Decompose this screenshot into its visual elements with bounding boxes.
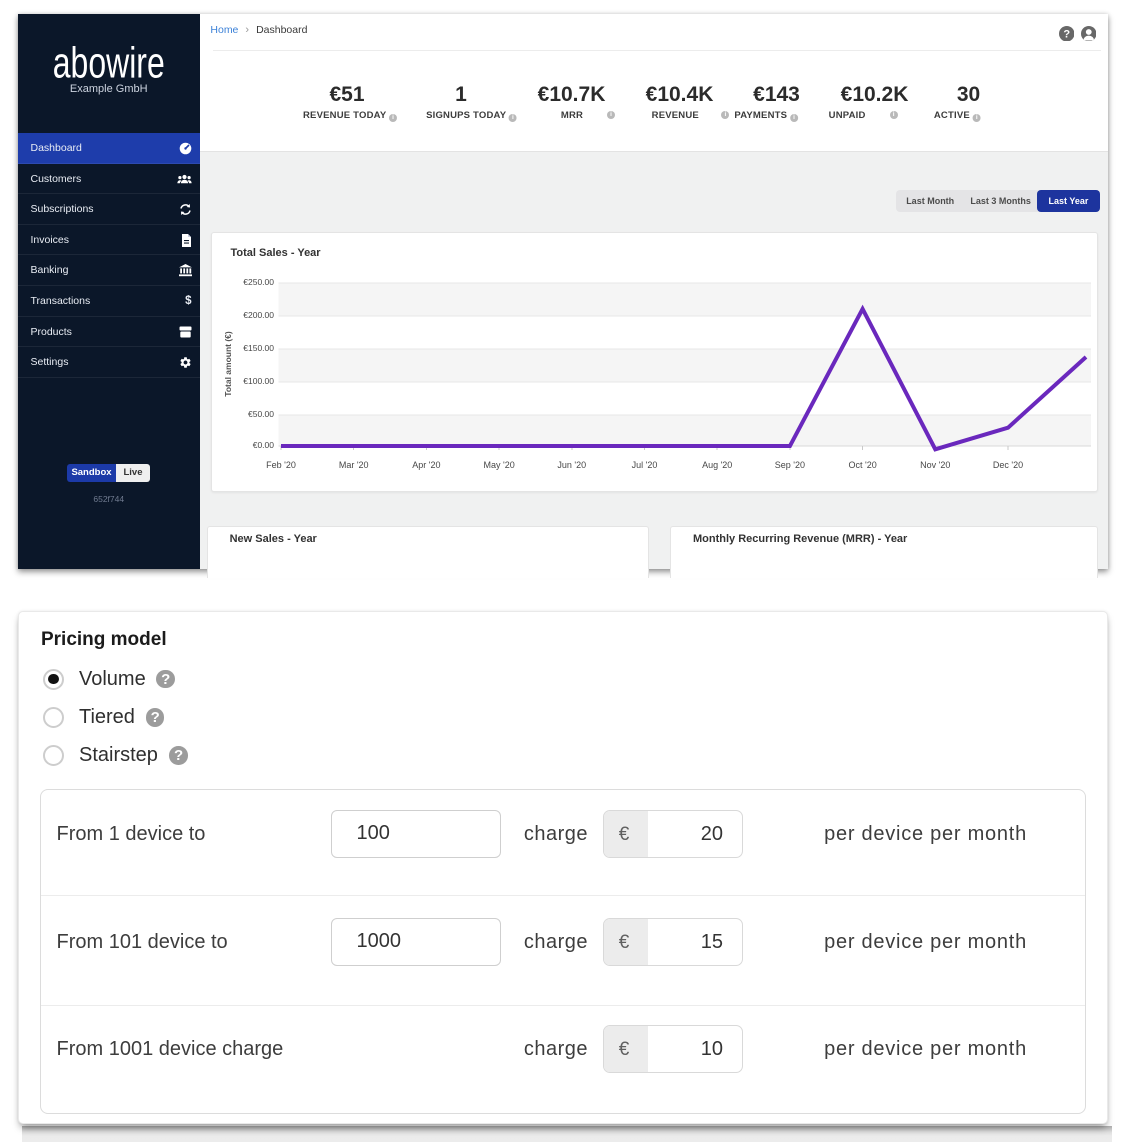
svg-text:Mar '20: Mar '20 — [339, 460, 369, 470]
svg-text:?: ? — [1063, 28, 1070, 40]
svg-text:€0.00: €0.00 — [253, 440, 275, 450]
svg-text:May '20: May '20 — [483, 460, 514, 470]
svg-text:Sep '20: Sep '20 — [775, 460, 805, 470]
svg-text:Total amount (€): Total amount (€) — [223, 331, 233, 397]
svg-text:Jul '20: Jul '20 — [632, 460, 658, 470]
svg-text:€250.00: €250.00 — [243, 277, 274, 287]
svg-text:Oct '20: Oct '20 — [848, 460, 876, 470]
svg-text:Jun '20: Jun '20 — [557, 460, 586, 470]
svg-text:abowire: abowire — [53, 40, 165, 88]
svg-text:Aug '20: Aug '20 — [702, 460, 732, 470]
svg-text:Dec '20: Dec '20 — [993, 460, 1023, 470]
svg-text:Feb '20: Feb '20 — [266, 460, 296, 470]
svg-text:€150.00: €150.00 — [243, 343, 274, 353]
svg-text:€100.00: €100.00 — [243, 376, 274, 386]
svg-text:€200.00: €200.00 — [243, 310, 274, 320]
svg-text:€50.00: €50.00 — [248, 409, 274, 419]
svg-text:Nov '20: Nov '20 — [920, 460, 950, 470]
svg-text:Apr '20: Apr '20 — [412, 460, 440, 470]
